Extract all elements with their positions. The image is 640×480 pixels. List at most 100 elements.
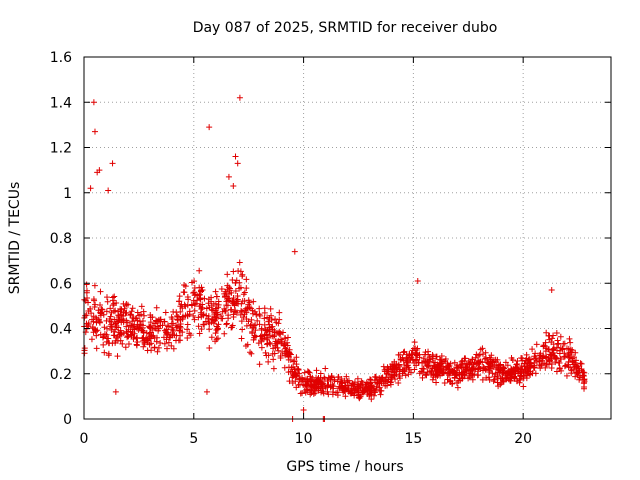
data-point	[264, 314, 271, 321]
data-point	[256, 305, 263, 312]
data-point	[225, 315, 232, 322]
data-point	[314, 379, 321, 386]
data-point	[558, 367, 565, 374]
data-point	[507, 369, 514, 376]
y-tick-label: 0.2	[50, 367, 72, 383]
data-point	[134, 338, 141, 345]
data-point	[372, 374, 379, 381]
data-point	[277, 355, 284, 362]
data-point	[105, 187, 112, 194]
data-point	[338, 379, 345, 386]
data-point	[327, 383, 334, 390]
data-point	[537, 352, 544, 359]
data-point	[188, 301, 195, 308]
data-point	[280, 329, 287, 336]
data-point	[360, 389, 367, 396]
data-point	[461, 372, 468, 379]
data-point	[461, 371, 468, 378]
data-point	[96, 167, 103, 174]
data-point	[154, 334, 161, 341]
data-point	[555, 359, 562, 366]
data-point	[224, 302, 231, 309]
data-point	[248, 305, 255, 312]
data-point	[252, 321, 259, 328]
data-point	[146, 341, 153, 348]
data-point	[369, 387, 376, 394]
data-point	[109, 160, 116, 167]
data-point	[230, 268, 237, 275]
data-point	[367, 376, 374, 383]
data-point	[194, 297, 201, 304]
data-point	[489, 370, 496, 377]
data-point	[437, 362, 444, 369]
data-point	[234, 293, 241, 300]
data-point	[245, 318, 252, 325]
data-point	[208, 317, 215, 324]
data-point	[212, 330, 219, 337]
data-point	[238, 318, 245, 325]
data-point	[523, 375, 530, 382]
data-point	[210, 301, 217, 308]
data-point	[209, 307, 216, 314]
data-point	[206, 304, 213, 311]
data-point	[313, 367, 320, 374]
data-point	[103, 308, 110, 315]
data-point	[108, 327, 115, 334]
data-point	[119, 340, 126, 347]
data-point	[221, 305, 228, 312]
data-point	[428, 367, 435, 374]
data-point	[304, 368, 311, 375]
axis-ticks	[83, 56, 611, 420]
data-point	[552, 354, 559, 361]
data-point	[176, 293, 183, 300]
data-point	[553, 344, 560, 351]
data-point	[297, 390, 304, 397]
data-point	[455, 378, 462, 385]
data-point	[483, 355, 490, 362]
data-point	[553, 368, 560, 375]
data-point	[263, 331, 270, 338]
data-point	[248, 350, 255, 357]
data-point	[213, 293, 220, 300]
data-point	[424, 356, 431, 363]
data-point	[500, 378, 507, 385]
data-point	[198, 326, 205, 333]
data-point	[141, 337, 148, 344]
data-point	[449, 380, 456, 387]
data-point	[557, 333, 564, 340]
data-point	[396, 373, 403, 380]
data-point	[84, 294, 91, 301]
data-point	[293, 354, 300, 361]
data-point	[196, 267, 203, 274]
data-point	[163, 328, 170, 335]
data-point	[125, 340, 132, 347]
data-point	[182, 312, 189, 319]
data-point	[501, 365, 508, 372]
data-point	[247, 349, 254, 356]
data-point	[262, 349, 269, 356]
data-point	[556, 347, 563, 354]
data-point	[110, 302, 117, 309]
data-point	[279, 348, 286, 355]
data-point	[463, 360, 470, 367]
data-point	[510, 365, 517, 372]
data-point	[90, 296, 97, 303]
data-point	[435, 369, 442, 376]
data-point	[442, 358, 449, 365]
data-point	[225, 295, 232, 302]
data-point	[219, 315, 226, 322]
data-point	[351, 379, 358, 386]
data-point	[424, 369, 431, 376]
data-point	[89, 325, 96, 332]
data-point	[355, 392, 362, 399]
data-point	[186, 308, 193, 315]
data-point	[529, 346, 536, 353]
data-point	[238, 307, 245, 314]
data-point	[101, 349, 108, 356]
data-point	[97, 312, 104, 319]
data-point	[546, 336, 553, 343]
data-point	[122, 302, 129, 309]
data-point	[147, 325, 154, 332]
data-point	[575, 365, 582, 372]
data-point	[235, 300, 242, 307]
